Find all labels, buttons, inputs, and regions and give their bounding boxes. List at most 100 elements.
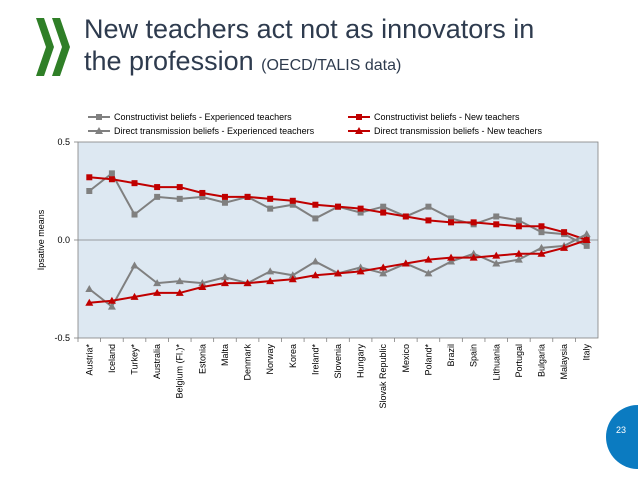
series-2-point (154, 184, 161, 191)
series-1-point (108, 170, 115, 177)
x-tick-label: Estonia (197, 344, 207, 374)
series-1-point (515, 217, 522, 224)
x-tick-label: Brazil (446, 344, 456, 367)
series-2-point (131, 180, 138, 187)
x-tick-label: Hungary (356, 344, 366, 379)
series-1-point (448, 215, 455, 222)
series-3-point (130, 261, 139, 269)
y-axis-label: Ipsative means (36, 209, 46, 270)
x-tick-label: Lithuania (491, 344, 501, 381)
x-tick-label: Italy (582, 344, 592, 361)
series-2-point (561, 229, 568, 236)
series-2-point (86, 174, 93, 181)
x-tick-label: Belgium (Fl.)* (175, 344, 185, 399)
series-1-point (357, 209, 364, 216)
series-4-point (492, 251, 501, 259)
series-2-point (267, 195, 274, 202)
legend-marker-4 (355, 127, 363, 134)
series-1-point (380, 203, 387, 210)
series-4-point (153, 288, 162, 296)
series-1-point (176, 195, 183, 202)
series-2-point (538, 223, 545, 230)
series-3-point (447, 257, 456, 265)
series-2-point (470, 219, 477, 226)
x-tick-label: Australia (152, 344, 162, 379)
x-tick-label: Ireland* (310, 344, 320, 376)
series-4-point (537, 249, 546, 257)
x-tick-label: Turkey* (130, 344, 140, 375)
x-tick-label: Slovenia (333, 344, 343, 379)
series-3-point (107, 302, 116, 310)
legend-label-1: Constructivist beliefs - Experienced tea… (114, 112, 292, 122)
x-tick-label: Norway (265, 344, 275, 375)
x-tick-label: Spain (469, 344, 479, 367)
series-3-point (153, 279, 162, 287)
y-tick-label: 0.5 (57, 137, 70, 147)
series-1-point (312, 215, 319, 222)
series-3-point (220, 273, 229, 281)
series-4-point (560, 243, 569, 251)
x-tick-label: Mexico (401, 344, 411, 373)
page-number: 23 (616, 425, 627, 435)
series-2-point (289, 197, 296, 204)
series-3-point (537, 243, 546, 251)
series-4-point (356, 267, 365, 275)
x-tick-label: Slovak Republic (378, 344, 388, 409)
x-tick-label: Korea (288, 344, 298, 368)
series-3-point (175, 277, 184, 285)
series-2-point (199, 189, 206, 196)
series-1-point (154, 193, 161, 200)
legend-label-3: Direct transmission beliefs - Experience… (114, 126, 315, 136)
series-2-point (176, 184, 183, 191)
series-4-point (288, 275, 297, 283)
legend-label-4: Direct transmission beliefs - New teache… (374, 126, 543, 136)
series-2-point (380, 209, 387, 216)
series-4-point (198, 283, 207, 291)
series-3-point (356, 263, 365, 271)
series-1-point (538, 229, 545, 236)
y-tick-label: -0.5 (54, 333, 70, 343)
series-3-point (85, 285, 94, 292)
series-4-point (447, 253, 456, 261)
x-tick-label: Iceland (107, 344, 117, 373)
series-4-point (107, 296, 116, 304)
series-4-point (311, 271, 320, 279)
series-2-point (244, 193, 251, 200)
series-4-point (424, 255, 433, 263)
legend-label-2: Constructivist beliefs - New teachers (374, 112, 520, 122)
x-tick-label: Poland* (423, 344, 433, 376)
series-4-point (266, 277, 275, 285)
series-4-point (85, 298, 94, 306)
series-4-point (514, 249, 523, 257)
series-2-point (108, 176, 115, 183)
series-4-point (469, 253, 478, 261)
oecd-logo-icon (36, 18, 70, 76)
series-2-point (312, 201, 319, 208)
x-tick-label: Denmark (243, 344, 253, 381)
series-3-point (288, 271, 297, 279)
series-1-point (267, 205, 274, 212)
series-1-point (493, 213, 500, 220)
x-tick-label: Portugal (514, 344, 524, 378)
series-4-point (220, 279, 229, 287)
x-tick-label: Austria* (84, 344, 94, 376)
series-2-point (448, 219, 455, 226)
x-tick-label: Malta (220, 344, 230, 366)
series-2-point (335, 203, 341, 210)
title-line-2: the profession (84, 46, 254, 76)
series-1-point (199, 193, 206, 200)
series-3-point (469, 249, 478, 257)
series-1-point (131, 211, 138, 218)
series-3-point (379, 269, 388, 277)
series-4-point (175, 288, 184, 296)
y-tick-label: 0.0 (57, 235, 70, 245)
x-tick-label: Bulgaria (536, 344, 546, 377)
series-1-point (425, 203, 432, 210)
series-2-point (425, 217, 432, 224)
series-2-point (402, 213, 409, 220)
series-1-point (221, 199, 228, 206)
series-2-point (221, 193, 228, 200)
series-1-point (289, 201, 296, 208)
series-4-point (582, 236, 591, 243)
